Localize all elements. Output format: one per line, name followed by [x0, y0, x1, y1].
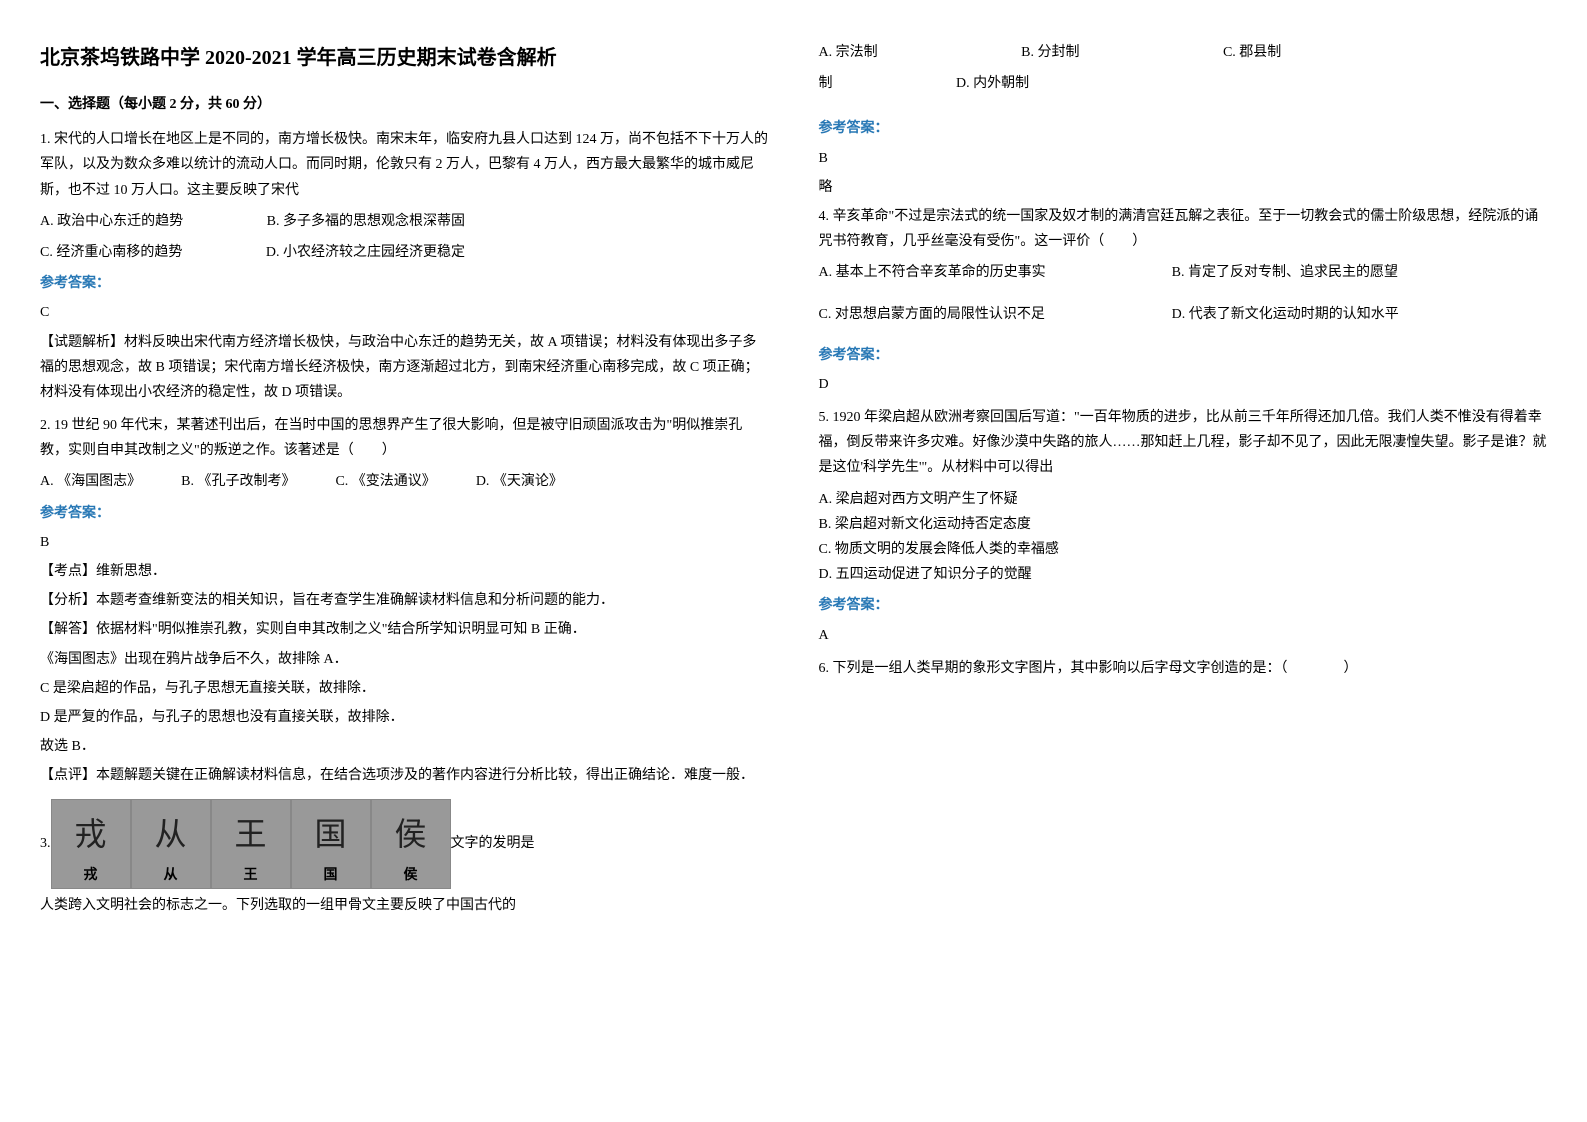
- q3-options-row2: 制 D. 内外朝制: [819, 71, 1548, 96]
- question-5: 5. 1920 年梁启超从欧洲考察回国后写道："一百年物质的进步，比从前三千年所…: [819, 405, 1548, 648]
- left-column: 北京茶坞铁路中学 2020-2021 学年高三历史期末试卷含解析 一、选择题（每…: [40, 40, 769, 924]
- q3-option-d: D. 内外朝制: [956, 76, 1029, 91]
- char-label: 王: [244, 863, 258, 888]
- char-glyph: 侯: [394, 806, 426, 864]
- q1-answer-label: 参考答案：: [40, 271, 769, 296]
- q2-option-b: B. 《孔子改制考》: [181, 469, 295, 494]
- q1-options: A. 政治中心东迁的趋势 B. 多子多福的思想观念根深蒂固: [40, 209, 769, 234]
- q2-dianping: 【点评】本题解题关键在正确解读材料信息，在结合选项涉及的著作内容进行分析比较，得…: [40, 763, 769, 788]
- char-glyph: 戎: [74, 806, 106, 864]
- q1-option-a: A. 政治中心东迁的趋势: [40, 209, 183, 234]
- q2-line3: D 是严复的作品，与孔子的思想也没有直接关联，故排除．: [40, 705, 769, 730]
- q2-answer: B: [40, 530, 769, 555]
- q4-answer-label: 参考答案：: [819, 343, 1548, 368]
- q5-text: 5. 1920 年梁启超从欧洲考察回国后写道："一百年物质的进步，比从前三千年所…: [819, 405, 1548, 481]
- char-label: 国: [324, 863, 338, 888]
- question-2: 2. 19 世纪 90 年代末，某著述刊出后，在当时中国的思想界产生了很大影响，…: [40, 413, 769, 788]
- q2-option-c: C. 《变法通议》: [335, 469, 435, 494]
- q2-kaodian: 【考点】维新思想．: [40, 559, 769, 584]
- char-block: 侯 侯: [371, 799, 451, 889]
- char-block: 王 王: [211, 799, 291, 889]
- q3-lue: 略: [819, 175, 1548, 200]
- q4-answer: D: [819, 372, 1548, 397]
- q6-text: 6. 下列是一组人类早期的象形文字图片，其中影响以后字母文字创造的是：（ ）: [819, 656, 1548, 681]
- q3-options-row1: A. 宗法制 B. 分封制 C. 郡县制: [819, 40, 1548, 65]
- q4-option-b: B. 肯定了反对专制、追求民主的愿望: [1172, 265, 1398, 280]
- char-glyph: 国: [314, 806, 346, 864]
- q3-image-row: 3. 戎 戎 从 从 王 王 国 国 侯 侯 文字的发明是: [40, 799, 769, 889]
- q3-option-b: B. 分封制: [1021, 40, 1079, 65]
- char-label: 戎: [84, 863, 98, 888]
- q2-line2: C 是梁启超的作品，与孔子思想无直接关联，故排除．: [40, 676, 769, 701]
- char-block: 戎 戎: [51, 799, 131, 889]
- q5-option-d: D. 五四运动促进了知识分子的觉醒: [819, 562, 1548, 587]
- q5-option-a: A. 梁启超对西方文明产生了怀疑: [819, 487, 1548, 512]
- question-1: 1. 宋代的人口增长在地区上是不同的，南方增长极快。南宋末年，临安府九县人口达到…: [40, 127, 769, 405]
- right-column: A. 宗法制 B. 分封制 C. 郡县制 制 D. 内外朝制 参考答案： B 略…: [819, 40, 1548, 924]
- q1-option-b: B. 多子多福的思想观念根深蒂固: [267, 214, 465, 229]
- q2-fenxi: 【分析】本题考查维新变法的相关知识，旨在考查学生准确解读材料信息和分析问题的能力…: [40, 588, 769, 613]
- q2-answer-label: 参考答案：: [40, 501, 769, 526]
- q4-option-d: D. 代表了新文化运动时期的认知水平: [1172, 307, 1399, 322]
- q4-options-row1: A. 基本上不符合辛亥革命的历史事实 B. 肯定了反对专制、追求民主的愿望: [819, 260, 1548, 285]
- char-glyph: 王: [234, 806, 266, 864]
- q4-options-row2: C. 对思想启蒙方面的局限性认识不足 D. 代表了新文化运动时期的认知水平: [819, 302, 1548, 327]
- q1-options-2: C. 经济重心南移的趋势 D. 小农经济较之庄园经济更稳定: [40, 240, 769, 265]
- q3-answer: B: [819, 146, 1548, 171]
- q5-option-c: C. 物质文明的发展会降低人类的幸福感: [819, 537, 1548, 562]
- question-4: 4. 辛亥革命"不过是宗法式的统一国家及奴才制的满清宫廷瓦解之表征。至于一切教会…: [819, 204, 1548, 397]
- q1-answer: C: [40, 300, 769, 325]
- q3-text: 人类跨入文明社会的标志之一。下列选取的一组甲骨文主要反映了中国古代的: [40, 893, 769, 918]
- q2-line1: 《海国图志》出现在鸦片战争后不久，故排除 A．: [40, 647, 769, 672]
- question-6: 6. 下列是一组人类早期的象形文字图片，其中影响以后字母文字创造的是：（ ）: [819, 656, 1548, 681]
- q3-suffix: 文字的发明是: [451, 831, 535, 856]
- q2-options: A. 《海国图志》 B. 《孔子改制考》 C. 《变法通议》 D. 《天演论》: [40, 469, 769, 494]
- char-label: 侯: [404, 863, 418, 888]
- q2-option-d: D. 《天演论》: [476, 469, 563, 494]
- q1-analysis: 【试题解析】材料反映出宋代南方经济增长极快，与政治中心东迁的趋势无关，故 A 项…: [40, 330, 769, 406]
- q3-prefix: 3.: [40, 831, 51, 856]
- q5-answer-label: 参考答案：: [819, 593, 1548, 618]
- q1-option-d: D. 小农经济较之庄园经济更稳定: [266, 245, 465, 260]
- q5-answer: A: [819, 623, 1548, 648]
- q4-text: 4. 辛亥革命"不过是宗法式的统一国家及奴才制的满清宫廷瓦解之表征。至于一切教会…: [819, 204, 1548, 254]
- q3-option-cont: 制: [819, 76, 833, 91]
- char-label: 从: [164, 863, 178, 888]
- q3-option-a: A. 宗法制: [819, 40, 878, 65]
- q2-text: 2. 19 世纪 90 年代末，某著述刊出后，在当时中国的思想界产生了很大影响，…: [40, 413, 769, 463]
- char-block: 国 国: [291, 799, 371, 889]
- exam-title: 北京茶坞铁路中学 2020-2021 学年高三历史期末试卷含解析: [40, 40, 769, 76]
- q2-jieda: 【解答】依据材料"明似推崇孔教，实则自申其改制之义"结合所学知识明显可知 B 正…: [40, 617, 769, 642]
- char-block: 从 从: [131, 799, 211, 889]
- q3-option-c: C. 郡县制: [1223, 45, 1281, 60]
- q4-option-c: C. 对思想启蒙方面的局限性认识不足: [819, 302, 1169, 327]
- section-1-header: 一、选择题（每小题 2 分，共 60 分）: [40, 92, 769, 117]
- q2-line4: 故选 B．: [40, 734, 769, 759]
- q4-option-a: A. 基本上不符合辛亥革命的历史事实: [819, 260, 1169, 285]
- q1-text: 1. 宋代的人口增长在地区上是不同的，南方增长极快。南宋末年，临安府九县人口达到…: [40, 127, 769, 203]
- q1-option-c: C. 经济重心南移的趋势: [40, 240, 182, 265]
- q5-option-b: B. 梁启超对新文化运动持否定态度: [819, 512, 1548, 537]
- q3-answer-label: 参考答案：: [819, 116, 1548, 141]
- q2-option-a: A. 《海国图志》: [40, 469, 141, 494]
- char-glyph: 从: [154, 806, 186, 864]
